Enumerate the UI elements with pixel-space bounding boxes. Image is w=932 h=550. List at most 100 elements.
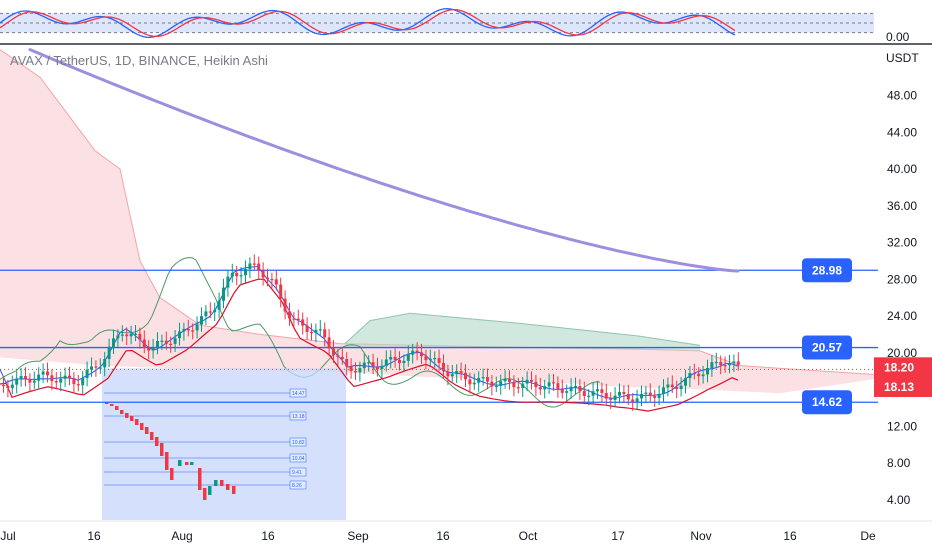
inset-level-label: 14.47 — [292, 391, 305, 397]
candle-body — [213, 309, 217, 313]
candle-body — [54, 381, 58, 383]
candle-body — [156, 341, 159, 347]
candle-body — [112, 338, 115, 347]
candle-body — [362, 362, 366, 369]
moving-average-line — [28, 48, 740, 273]
candle-body — [688, 372, 692, 379]
candle-body — [547, 382, 551, 387]
candle-body — [578, 386, 582, 391]
candle-body — [173, 338, 177, 344]
inset-candle — [198, 468, 202, 490]
time-tick-label: 16 — [783, 529, 797, 543]
candle-body — [424, 356, 428, 361]
candle-body — [644, 392, 648, 394]
inset-candle — [145, 427, 149, 434]
candle-body — [323, 329, 327, 338]
time-tick-label: 16 — [261, 529, 275, 543]
candle-body — [582, 390, 586, 397]
candle-body — [340, 356, 344, 360]
candle-body — [657, 394, 661, 398]
candle-body — [477, 378, 481, 383]
inset-candle — [185, 462, 189, 465]
candle-body — [538, 387, 542, 390]
cloud-span-b — [344, 312, 701, 346]
candle-body — [134, 333, 137, 336]
inset-candle — [125, 413, 129, 418]
candle-body — [380, 365, 384, 370]
candle-body — [516, 387, 520, 389]
candle-body — [142, 339, 146, 348]
candle-body — [151, 346, 155, 351]
level-badge-label: 14.62 — [812, 395, 842, 409]
candle-body — [120, 334, 124, 336]
candle-body — [459, 371, 463, 373]
chart-title: AVAX / TetherUS, 1D, BINANCE, Heikin Ash… — [10, 53, 268, 68]
level-badge-label: 28.98 — [812, 263, 842, 277]
candle-body — [358, 368, 362, 373]
currency-label: USDT — [886, 51, 919, 65]
candle-body — [274, 279, 278, 285]
bullish-cloud — [345, 313, 700, 351]
inset-candle — [208, 486, 212, 495]
candle-body — [706, 368, 709, 375]
inset-candle — [203, 488, 207, 500]
candle-body — [186, 328, 190, 331]
candle-body — [15, 378, 19, 385]
candle-body — [6, 385, 10, 389]
candle-body — [301, 319, 305, 326]
candle-body — [565, 391, 569, 393]
candle-body — [336, 355, 340, 357]
candle-body — [46, 371, 49, 376]
candle-body — [10, 384, 14, 389]
price-tick-label: 36.00 — [887, 199, 917, 213]
candle-body — [354, 371, 357, 373]
candle-body — [428, 358, 432, 361]
candle-body — [490, 381, 494, 387]
oscillator-pane — [0, 4, 932, 45]
candle-body — [90, 366, 93, 370]
oscillator-zero-label: 0.00 — [886, 30, 910, 44]
candle-body — [200, 316, 203, 325]
candle-body — [503, 378, 507, 382]
inset-candle — [135, 419, 139, 425]
candle-body — [534, 381, 538, 388]
candle-body — [675, 387, 679, 390]
candle-body — [50, 375, 54, 382]
candle-body — [107, 346, 111, 359]
candle-body — [279, 284, 283, 299]
candle-body — [37, 374, 41, 381]
candles — [2, 254, 740, 411]
candle-body — [736, 361, 740, 365]
candle-body — [499, 381, 503, 386]
candle-body — [521, 383, 525, 388]
candle-body — [72, 378, 76, 385]
candle-body — [640, 393, 643, 399]
candle-body — [332, 348, 335, 356]
candle-body — [257, 263, 261, 271]
candle-body — [178, 331, 181, 339]
candle-body — [701, 374, 705, 377]
candle-body — [314, 330, 318, 334]
level-badge-label: 20.57 — [812, 341, 842, 355]
candle-body — [732, 361, 736, 364]
candle-body — [85, 369, 89, 379]
candle-body — [442, 362, 445, 372]
candle-body — [543, 386, 547, 390]
price-axis-bg — [878, 45, 932, 520]
price-badge-label: 18.13 — [884, 380, 914, 394]
candle-body — [19, 376, 23, 379]
time-tick-label: Aug — [171, 529, 192, 543]
candle-body — [169, 343, 173, 346]
inset-level-tag — [289, 437, 307, 447]
candle-body — [613, 395, 617, 400]
candle-body — [98, 367, 102, 369]
inset-level-tag — [289, 480, 307, 490]
candle-body — [450, 374, 454, 377]
candle-body — [252, 263, 256, 265]
candle-body — [244, 269, 247, 276]
candle-body — [600, 389, 604, 393]
time-tick-label: De — [860, 529, 876, 543]
candle-body — [32, 380, 36, 383]
